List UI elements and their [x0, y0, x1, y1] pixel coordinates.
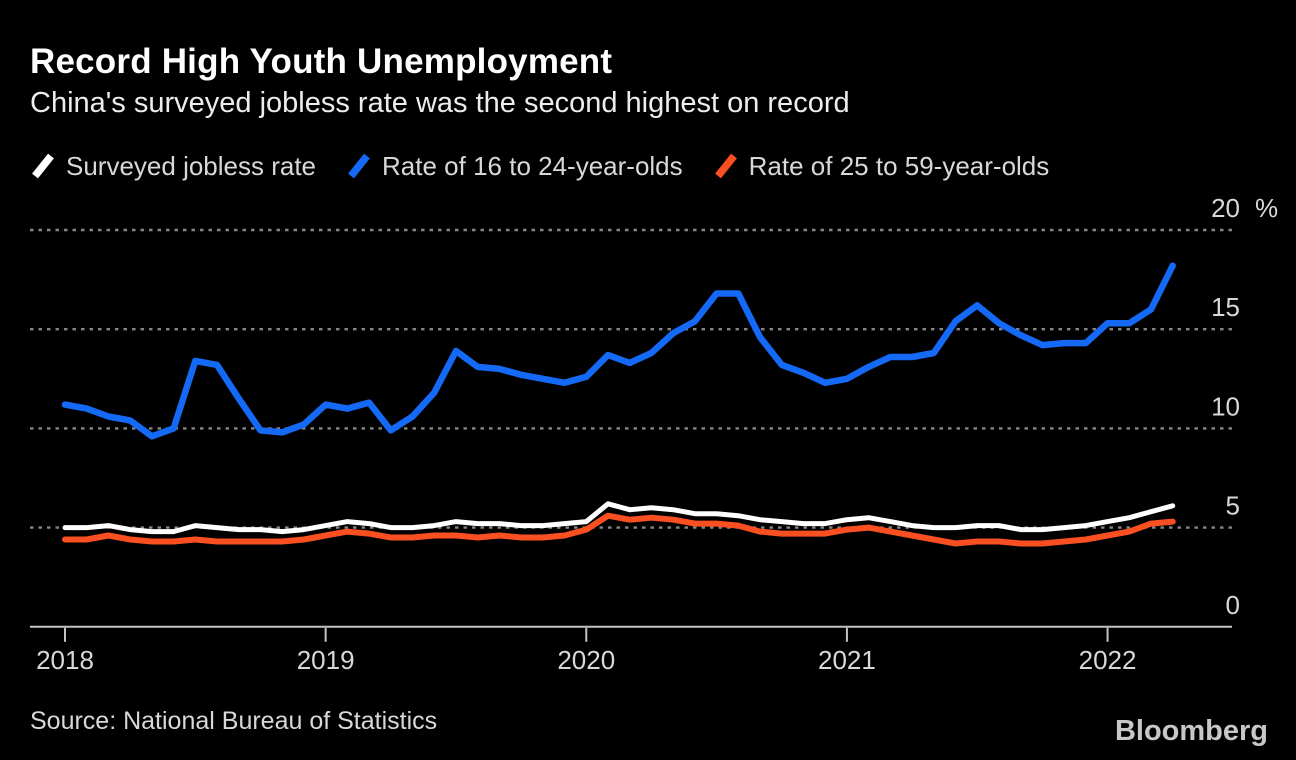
- y-tick-label: 10: [1211, 391, 1240, 421]
- legend-label: Surveyed jobless rate: [66, 150, 317, 181]
- y-tick-label: 5: [1226, 491, 1240, 521]
- x-tick-label: 2018: [36, 645, 94, 675]
- series-line-2: [62, 512, 1176, 547]
- x-tick-label: 2021: [818, 645, 876, 675]
- series-line-0: [62, 501, 1176, 535]
- x-tick-label: 2019: [297, 645, 355, 675]
- data-series-lines: [61, 262, 1176, 547]
- legend-label: Rate of 16 to 24-year-olds: [382, 150, 683, 181]
- page-subtitle: China's surveyed jobless rate was the se…: [30, 87, 850, 119]
- x-axis: [30, 625, 1232, 642]
- orange-slash-icon: [714, 153, 737, 179]
- chart-legend: Surveyed jobless rate Rate of 16 to 24-y…: [30, 148, 1079, 184]
- axis-labels: 2018 2019 2020 2021 2022 0 5 10 15 20%: [36, 193, 1278, 675]
- source-note: Source: National Bureau of Statistics: [30, 707, 438, 735]
- series-line-1: [61, 262, 1176, 440]
- blue-slash-icon: [348, 153, 370, 179]
- white-slash-icon: [32, 153, 54, 179]
- y-tick-label: 0: [1226, 590, 1240, 620]
- x-tick-label: 2020: [557, 645, 615, 675]
- y-tick-label: 20: [1211, 193, 1240, 223]
- bloomberg-logo: Bloomberg: [1114, 715, 1268, 747]
- x-tick-label: 2022: [1079, 645, 1137, 675]
- page-title: Record High Youth Unemployment: [30, 42, 613, 81]
- y-tick-label: 15: [1211, 292, 1240, 322]
- legend-item-16-24: Rate of 16 to 24-year-olds: [346, 151, 683, 182]
- gridlines: [30, 228, 1232, 529]
- legend-item-25-59: Rate of 25 to 59-year-olds: [713, 150, 1050, 182]
- legend-item-surveyed-jobless-rate: Surveyed jobless rate: [30, 151, 316, 182]
- y-axis-unit-label: %: [1255, 193, 1278, 223]
- legend-label: Rate of 25 to 59-year-olds: [748, 150, 1050, 181]
